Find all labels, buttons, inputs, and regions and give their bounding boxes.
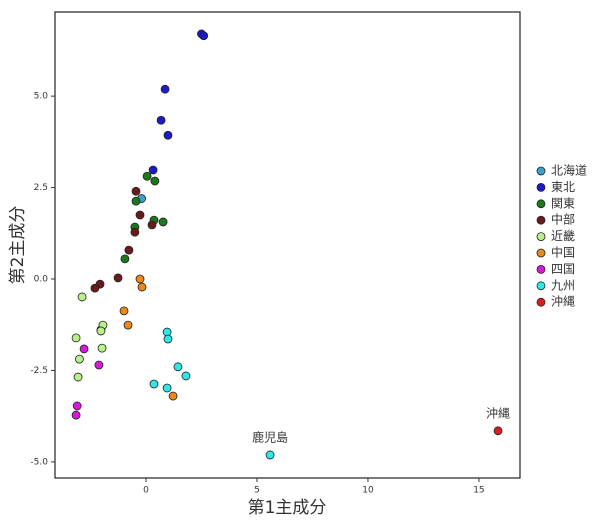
legend-marker [536, 182, 546, 192]
legend-label: 北海道 [551, 163, 587, 178]
point [120, 254, 130, 264]
point [156, 115, 166, 125]
plot-frame [54, 11, 521, 479]
x-tick-label: 10 [362, 486, 374, 496]
y-axis-title: 第2主成分 [8, 206, 28, 285]
point [135, 274, 145, 284]
y-tick-label: 2.5 [34, 183, 48, 193]
point [148, 165, 158, 175]
point-label: 鹿児島 [252, 429, 288, 444]
point [71, 410, 81, 420]
legend-label: 四国 [551, 262, 575, 276]
point [265, 450, 275, 460]
point [113, 273, 123, 283]
point [131, 186, 141, 196]
legend-label: 中部 [551, 212, 575, 227]
y-tick-label: 5.0 [34, 92, 49, 102]
point [123, 320, 133, 330]
point [130, 227, 140, 237]
legend-label: 九州 [551, 278, 575, 292]
point [124, 245, 134, 255]
x-axis-title: 第1主成分 [248, 498, 327, 518]
point [135, 210, 145, 220]
point [199, 31, 209, 41]
point [119, 306, 129, 316]
legend-label: 関東 [551, 196, 575, 210]
legend-label: 東北 [551, 180, 575, 194]
point [75, 354, 84, 364]
point [137, 282, 147, 292]
point [150, 176, 160, 186]
point [160, 84, 170, 94]
legend-marker [536, 199, 546, 209]
y-tick-label: -2.5 [30, 366, 48, 376]
point [96, 326, 106, 336]
legend-marker [536, 166, 546, 176]
legend-marker [536, 281, 546, 291]
point [77, 292, 87, 302]
y-tick-label: 0.0 [34, 275, 49, 285]
x-tick-label: 15 [473, 486, 484, 496]
point [168, 391, 178, 401]
point [147, 220, 157, 230]
point [158, 217, 168, 227]
point [97, 343, 107, 353]
point [90, 283, 100, 293]
point [71, 333, 81, 343]
point [142, 171, 152, 181]
legend-label: 沖縄 [551, 294, 575, 309]
point [73, 372, 83, 382]
point [493, 426, 503, 436]
point [149, 379, 159, 389]
legend-label: 近畿 [551, 229, 575, 243]
legend-marker [536, 264, 546, 274]
x-tick-label: 0 [143, 486, 149, 496]
point [162, 383, 172, 393]
point [79, 344, 89, 354]
point [181, 371, 191, 381]
point [94, 360, 104, 370]
legend-marker [536, 215, 546, 225]
point [163, 130, 173, 140]
legend-marker [536, 297, 546, 307]
legend-marker [536, 248, 546, 258]
x-tick-label: 5 [254, 486, 260, 496]
point [72, 401, 82, 411]
point [131, 196, 141, 206]
legend-label: 中国 [551, 245, 575, 260]
point [163, 334, 173, 344]
y-tick-label: -5.0 [30, 457, 48, 467]
point [173, 362, 183, 372]
point-label: 沖縄 [486, 405, 510, 420]
legend-marker [536, 232, 546, 242]
